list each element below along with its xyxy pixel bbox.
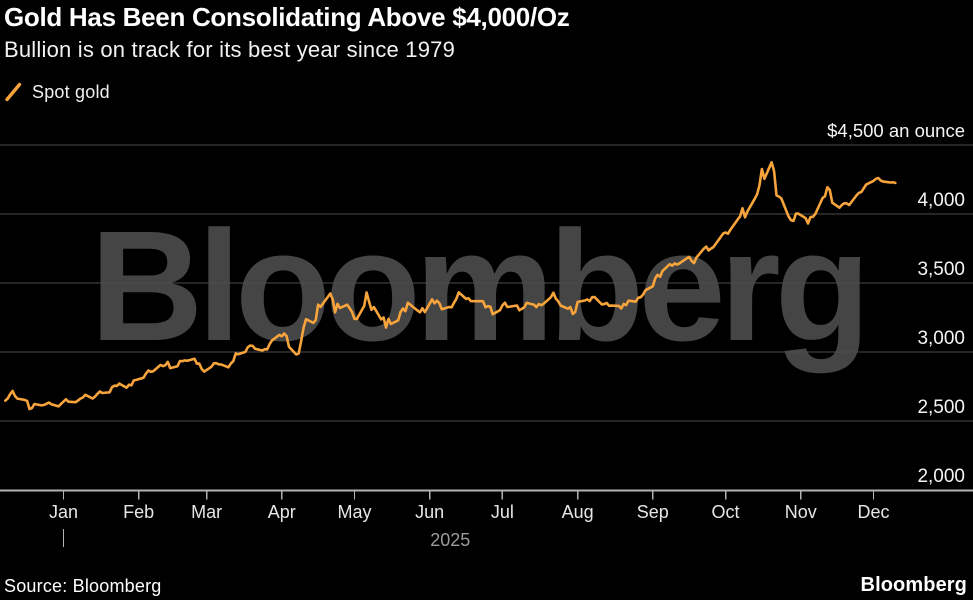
month-label-Dec: Dec xyxy=(857,502,889,522)
month-label-Oct: Oct xyxy=(712,502,740,522)
month-label-Aug: Aug xyxy=(562,502,594,522)
bloomberg-logo: Bloomberg xyxy=(860,574,967,596)
legend: Spot gold xyxy=(4,81,570,103)
year-label: 2025 xyxy=(430,530,470,550)
month-label-Jan: Jan xyxy=(49,502,78,522)
chart-subtitle: Bullion is on track for its best year si… xyxy=(4,37,456,63)
y-axis-unit-label: $4,500 an ounce xyxy=(827,120,965,141)
y-label-2,000: 2,000 xyxy=(917,466,965,487)
month-label-Apr: Apr xyxy=(268,502,296,522)
source-credit: Source: Bloomberg xyxy=(4,576,162,596)
y-label-3,000: 3,000 xyxy=(917,328,965,349)
month-label-Jun: Jun xyxy=(415,502,444,522)
y-label-2,500: 2,500 xyxy=(917,397,965,418)
y-label-3,500: 3,500 xyxy=(917,259,965,280)
month-label-Nov: Nov xyxy=(785,502,817,522)
legend-label: Spot gold xyxy=(32,81,110,102)
chart-header: Gold Has Been Consolidating Above $4,000… xyxy=(4,0,570,103)
bloomberg-watermark: Bloomberg xyxy=(90,199,871,374)
month-label-Jul: Jul xyxy=(491,502,514,522)
month-label-Feb: Feb xyxy=(123,502,154,522)
month-label-Sep: Sep xyxy=(637,502,669,522)
month-label-Mar: Mar xyxy=(191,502,222,522)
spot-gold-line xyxy=(4,161,897,411)
chart-title: Gold Has Been Consolidating Above $4,000… xyxy=(4,2,570,32)
month-label-May: May xyxy=(338,502,372,522)
y-label-4,000: 4,000 xyxy=(917,190,965,211)
legend-line-marker-icon xyxy=(5,83,22,102)
